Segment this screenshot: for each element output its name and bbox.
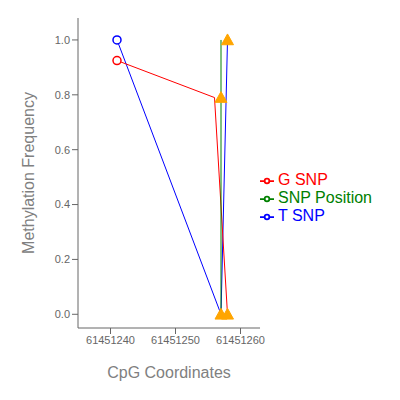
- svg-text:0.4: 0.4: [55, 198, 70, 210]
- svg-text:CpG Coordinates: CpG Coordinates: [107, 364, 231, 381]
- html-text:G SNP: G SNP: [278, 171, 328, 188]
- svg-text:61451260: 61451260: [216, 334, 265, 346]
- html-text:T SNP: T SNP: [278, 207, 325, 224]
- svg-text:61451250: 61451250: [151, 334, 200, 346]
- svg-text:1.0: 1.0: [55, 34, 70, 46]
- svg-text:0.8: 0.8: [55, 89, 70, 101]
- svg-text:Methylation Frequency: Methylation Frequency: [20, 92, 37, 254]
- svg-text:61451240: 61451240: [86, 334, 135, 346]
- svg-text:0.2: 0.2: [55, 253, 70, 265]
- svg-text:0.0: 0.0: [55, 308, 70, 320]
- html-text:SNP Position: SNP Position: [278, 189, 372, 206]
- svg-text:0.6: 0.6: [55, 144, 70, 156]
